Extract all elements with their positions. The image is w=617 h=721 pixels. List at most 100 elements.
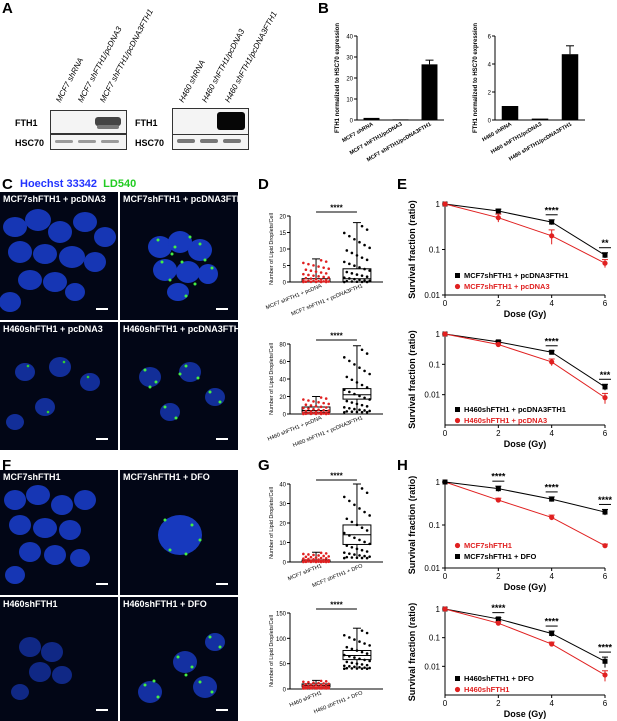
data-point [355, 280, 359, 284]
data-point [549, 219, 555, 225]
data-point [353, 277, 356, 281]
panel-label-g: G [258, 457, 270, 474]
data-point [309, 683, 313, 686]
y-tick-label: 1 [436, 478, 441, 487]
data-point [350, 401, 354, 404]
data-point [342, 653, 346, 657]
data-point [302, 398, 305, 401]
data-point [363, 279, 366, 282]
legend-label: MCF7shFTH1 [464, 541, 512, 550]
data-point [353, 665, 356, 669]
y-tick-label: 0.01 [424, 391, 440, 400]
x-tick-label: 0 [443, 429, 448, 438]
y-tick-label: 60 [279, 360, 286, 366]
micrograph-label: H460shFTH1 + pcDNA3 [3, 324, 103, 334]
data-point [365, 386, 369, 389]
y-axis-label: Survival fraction (ratio) [407, 200, 417, 299]
data-point [317, 681, 320, 685]
data-point [358, 240, 361, 244]
box [342, 388, 372, 400]
y-tick-label: 6 [488, 35, 492, 41]
data-point [350, 546, 354, 549]
data-point [314, 280, 318, 284]
data-point [342, 410, 346, 414]
data-point [360, 410, 364, 414]
data-point [350, 556, 354, 559]
box [342, 649, 372, 661]
bar [363, 117, 380, 120]
y-axis-label: Number of Lipid Droplets/Cell [269, 487, 275, 559]
data-point [342, 280, 346, 284]
x-tick-label: 6 [603, 699, 608, 708]
data-point [348, 234, 351, 238]
data-point [368, 372, 371, 376]
data-point [319, 271, 323, 274]
data-point [312, 274, 315, 277]
data-point [312, 279, 315, 283]
data-point [327, 558, 331, 562]
data-point [353, 536, 356, 540]
y-tick-label: 20 [346, 77, 353, 83]
data-point [324, 686, 328, 690]
micrograph-label: H460shFTH1 [3, 599, 58, 609]
y-axis-label: FTH1 normalized to HSC70 expression [335, 23, 341, 133]
data-point [368, 279, 371, 283]
data-point [342, 556, 346, 560]
x-tick-label: H460 shFTH1/pcDNA3 [490, 122, 543, 156]
legend-marker [454, 542, 461, 549]
scale-bar [96, 583, 108, 585]
data-point [327, 267, 331, 271]
x-tick-label: 2 [496, 429, 501, 438]
y-tick-label: 30 [279, 502, 286, 508]
micrograph-cells [148, 231, 218, 301]
significance-label: **** [545, 336, 560, 346]
data-point [353, 392, 356, 396]
data-point [317, 279, 320, 283]
data-point [368, 644, 371, 647]
data-point [345, 410, 349, 413]
data-point [304, 412, 308, 416]
micrograph: MCF7shFTH1 + DFO [120, 470, 238, 595]
data-point [324, 411, 328, 414]
data-point [368, 666, 371, 670]
hoechst-label: Hoechst 33342 [20, 178, 98, 190]
series-line [444, 481, 606, 513]
data-point [363, 369, 366, 373]
data-point [365, 280, 369, 284]
data-point [353, 407, 356, 411]
data-point [314, 410, 318, 414]
y-tick-label: 20 [279, 395, 286, 401]
y-axis-label: Number of Lipid Droplets/Cell [269, 213, 275, 285]
data-point [312, 553, 315, 557]
y-tick-label: 10 [279, 248, 286, 254]
data-point [355, 381, 359, 384]
data-point [360, 629, 364, 632]
data-point [350, 272, 354, 275]
data-point [355, 649, 359, 652]
data-point [314, 412, 318, 416]
data-point [358, 278, 361, 282]
data-point [345, 666, 349, 670]
panel-label-a: A [2, 0, 13, 17]
y-tick-label: 100 [276, 637, 287, 643]
data-point [495, 497, 501, 503]
significance-label: **** [598, 643, 613, 653]
data-point [317, 554, 320, 557]
bar [392, 119, 409, 120]
data-point [319, 559, 323, 563]
panel-label-f: F [2, 457, 12, 474]
data-point [322, 280, 325, 283]
data-point [348, 390, 351, 394]
panel-label-h: H [397, 457, 408, 474]
data-point [360, 256, 364, 259]
data-point [307, 262, 310, 266]
data-point [327, 402, 331, 406]
significance-label: **** [330, 204, 343, 213]
legend-label: MCF7shFTH1 + pcDNA3FTH1 [464, 271, 568, 280]
data-point [363, 658, 366, 662]
data-point [358, 394, 361, 398]
data-point [365, 410, 369, 414]
data-point [365, 258, 369, 262]
data-point [342, 231, 346, 235]
